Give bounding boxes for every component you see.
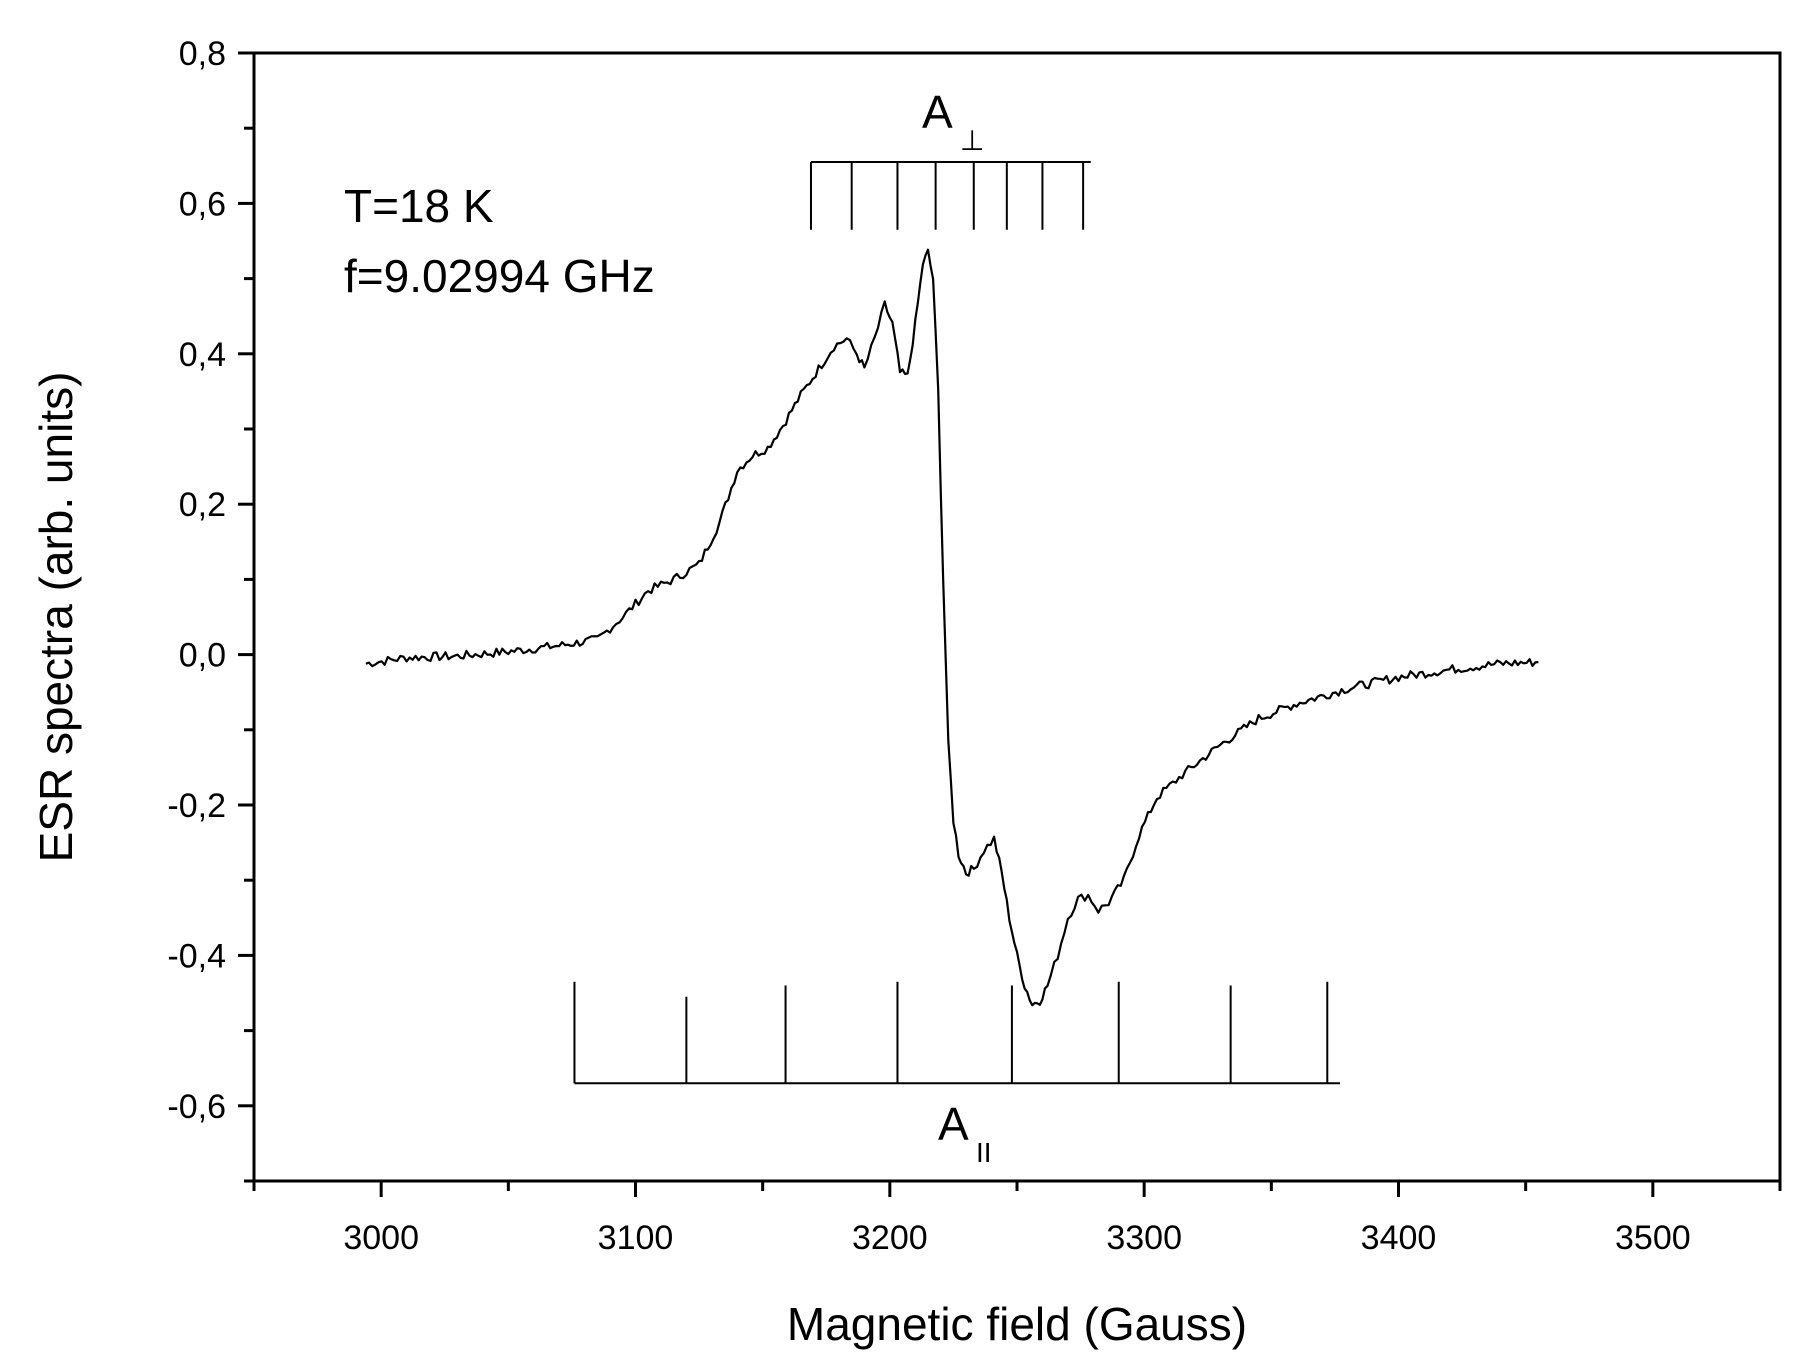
x-tick-label: 3000: [343, 1219, 419, 1257]
y-tick-label: 0,2: [179, 486, 226, 524]
x-tick-label: 3200: [852, 1219, 928, 1257]
axis-tick-labels: 3000 3100 3200 3300 3400 3500 -0,6 -0,4 -0,2 0,0 0…: [167, 35, 1690, 1257]
x-tick-label: 3100: [598, 1219, 674, 1257]
y-tick-label: -0,2: [167, 787, 226, 825]
a-par-subscript: II: [976, 1137, 992, 1168]
frequency-annotation: f=9.02994 GHz: [344, 250, 655, 302]
axis-ticks: [238, 51, 1782, 1197]
a-perp-label: A: [922, 86, 953, 138]
y-tick-label: -0,6: [167, 1088, 226, 1126]
x-tick-label: 3300: [1106, 1219, 1182, 1257]
y-axis-title: ESR spectra (arb. units): [30, 372, 82, 863]
x-axis-title: Magnetic field (Gauss): [787, 1298, 1247, 1350]
y-tick-label: 0,8: [179, 35, 226, 73]
a-perp-subscript: ⊥: [960, 125, 984, 156]
y-tick-label: 0,4: [179, 336, 226, 374]
y-tick-label: 0,6: [179, 185, 226, 223]
x-tick-label: 3400: [1361, 1219, 1437, 1257]
a-par-stick-diagram: [573, 981, 1341, 1085]
y-tick-label: 0,0: [179, 637, 226, 675]
x-tick-label: 3500: [1615, 1219, 1691, 1257]
a-perp-stick-diagram: [809, 161, 1091, 230]
temperature-annotation: T=18 K: [344, 180, 494, 232]
a-par-label: A: [938, 1098, 969, 1150]
y-tick-label: -0,4: [167, 937, 226, 975]
series-line: [365, 248, 1539, 1007]
